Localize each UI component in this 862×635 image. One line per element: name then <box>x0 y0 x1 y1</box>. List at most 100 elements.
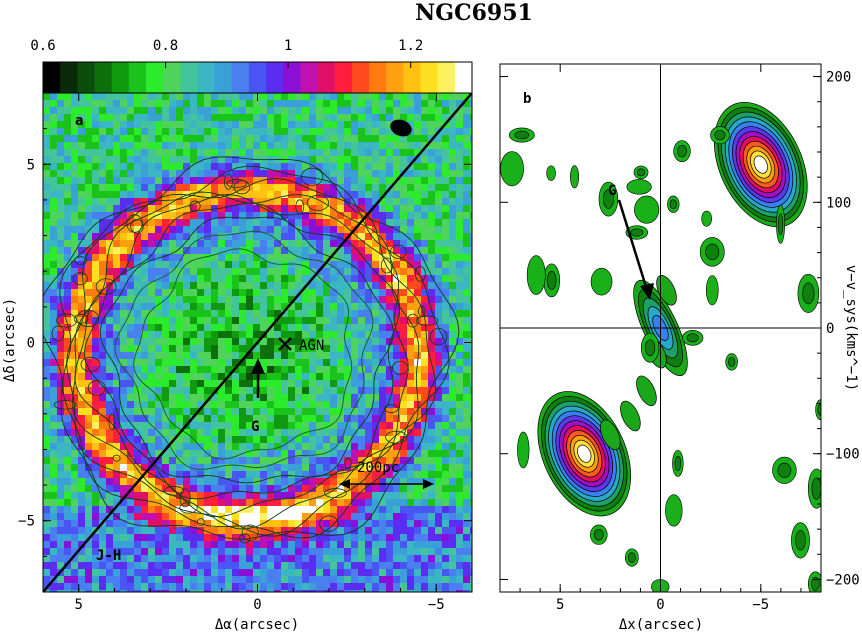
pv-blob <box>546 165 556 181</box>
co-contour <box>179 488 191 508</box>
co-contour <box>189 200 201 212</box>
pv-blob <box>665 494 683 527</box>
colorbar-cell <box>317 62 336 93</box>
co-contour <box>196 518 205 527</box>
co-contour <box>99 216 394 484</box>
colorbar-cell <box>231 62 250 93</box>
co-contour <box>73 314 89 324</box>
pv-blob <box>526 255 546 295</box>
pv-blob <box>570 165 580 189</box>
pv-blob <box>807 468 821 509</box>
co-contour <box>95 278 117 295</box>
colorbar-cell <box>369 62 387 93</box>
pv-blob <box>500 151 524 187</box>
co-contour <box>241 524 259 541</box>
co-contour <box>385 430 408 444</box>
panel-b-x-tick-label: −5 <box>752 597 769 613</box>
scale-bar <box>339 479 434 489</box>
beam-ellipse <box>390 119 412 137</box>
pv-emission <box>600 419 621 451</box>
co-contour <box>224 173 233 190</box>
pv-blob <box>590 524 608 545</box>
co-contour <box>130 219 144 234</box>
co-contour <box>53 400 77 410</box>
co-contour <box>226 179 248 188</box>
colorbar-cell <box>180 62 198 93</box>
co-contour <box>74 194 409 518</box>
panel-a-x-tick-label: 0 <box>253 597 261 613</box>
pv-emission <box>620 400 641 432</box>
co-contour <box>324 488 347 499</box>
pv-blob <box>673 140 691 163</box>
pv-blob <box>705 275 719 306</box>
colorbar-cell <box>163 62 181 93</box>
panel-a-ylabel: Δδ(arcsec) <box>2 298 18 382</box>
co-contour <box>112 454 121 462</box>
co-contour <box>179 502 198 514</box>
panel-b-x-tick-label: 0 <box>656 597 664 613</box>
pv-blob <box>543 263 561 298</box>
colorbar-cell <box>214 62 233 93</box>
pv-blob <box>633 165 649 180</box>
colorbar-cell <box>283 62 301 93</box>
co-contour <box>133 248 353 460</box>
panel-a-xlabel: Δα(arcsec) <box>215 617 299 633</box>
co-contour <box>80 356 101 372</box>
colorbar-cell <box>403 62 422 93</box>
co-contour <box>295 199 305 215</box>
panel-a: 5 0 −5 5 0 −5 a AGN G 200pc J-H Δα(arcsec) Δδ… <box>2 92 473 633</box>
co-contour <box>72 191 420 530</box>
colorbar-cell <box>266 62 284 93</box>
co-contour <box>380 257 394 274</box>
panel-a-contours <box>43 156 460 544</box>
g-label-a: G <box>251 419 259 435</box>
colorbar-cell <box>386 62 404 93</box>
pv-blob <box>772 456 797 484</box>
g-arrow-b <box>617 199 654 300</box>
co-contour <box>301 167 324 186</box>
co-contour <box>87 380 106 396</box>
pv-blob <box>791 522 810 559</box>
colorbar-cell <box>437 62 456 93</box>
co-contour <box>72 272 88 286</box>
co-contour <box>163 486 185 496</box>
panel-b-label: b <box>523 91 531 107</box>
panel-b-xlabel: Δx(arcsec) <box>619 617 703 633</box>
colorbar-cell <box>454 62 473 93</box>
pv-blob <box>807 571 821 592</box>
panel-a-ticks: 5 0 −5 5 0 −5 <box>18 92 473 613</box>
co-contour <box>390 244 407 259</box>
co-contour <box>384 404 399 413</box>
pv-blob <box>682 330 704 346</box>
colorbar-cell <box>300 62 319 93</box>
co-contour <box>76 309 100 327</box>
pv-blob <box>640 332 660 363</box>
colorbar-tick-label: 0.8 <box>153 38 178 54</box>
panel-a-colour-map <box>43 93 472 592</box>
pv-blob <box>701 210 712 227</box>
panel-a-y-tick-label: 5 <box>27 157 35 173</box>
pv-blob <box>672 449 684 477</box>
co-contour <box>59 165 450 539</box>
panel-a-y-tick-label: −5 <box>18 514 35 530</box>
pv-blob <box>815 399 821 421</box>
pv-blob <box>699 237 725 267</box>
figure-title: NGC6951 <box>415 0 533 26</box>
panel-b-y-tick-label: −100 <box>826 447 860 463</box>
panel-b-ticks: 5 0 −5 200 100 0 −100 −200 <box>499 64 860 613</box>
scale-bar-label: 200pc <box>357 460 399 476</box>
co-contour <box>415 315 439 326</box>
colorbar-cell <box>351 62 370 93</box>
co-contour <box>306 194 330 211</box>
panel-a-x-tick-label: 5 <box>75 597 83 613</box>
colorbar-cell <box>77 62 95 93</box>
panel-b-pv-diagram <box>500 101 821 592</box>
co-contour <box>239 533 251 544</box>
panel-a-y-tick-label: 0 <box>27 336 35 352</box>
co-contour <box>51 325 65 342</box>
panel-b: 5 0 −5 200 100 0 −100 −200 b G Δx(arcsec) v−v_s… <box>499 63 860 633</box>
pv-blob <box>517 431 530 469</box>
pv-blob <box>626 179 652 195</box>
pv-blob <box>725 353 738 371</box>
